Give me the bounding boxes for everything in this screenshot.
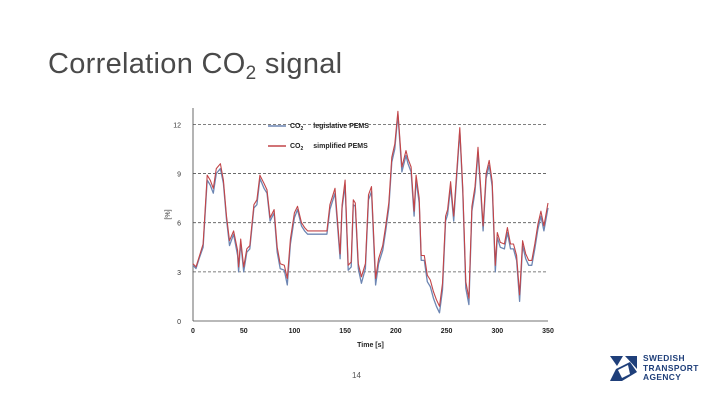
x-tick-label-350: 350 bbox=[542, 328, 554, 335]
series-line-2 bbox=[192, 110, 549, 307]
logo-line-2: TRANSPORT bbox=[643, 362, 699, 373]
page-number: 14 bbox=[352, 371, 361, 380]
title-main: Correlation CO bbox=[48, 48, 246, 80]
y-tick-label-9: 9 bbox=[177, 172, 181, 179]
y-tick-label-12: 12 bbox=[173, 122, 181, 129]
slide-title: Correlation CO2 signal bbox=[48, 48, 342, 85]
y-tick-label-3: 3 bbox=[177, 270, 181, 277]
logo-line-1: SWEDISH bbox=[643, 353, 685, 363]
x-axis-label: Time [s] bbox=[357, 342, 384, 349]
x-tick-label-300: 300 bbox=[491, 328, 503, 335]
x-tick-label-100: 100 bbox=[289, 328, 301, 335]
logo-line-3: AGENCY bbox=[643, 372, 682, 383]
x-tick-label-250: 250 bbox=[441, 328, 453, 335]
agency-logo-icon bbox=[610, 356, 637, 381]
logo-text: SWEDISH TRANSPORT AGENCY bbox=[643, 353, 699, 383]
y-tick-label-6: 6 bbox=[177, 221, 181, 228]
x-tick-label-0: 0 bbox=[191, 328, 195, 335]
legend-label-1: CO2 legislative PEMS bbox=[290, 123, 369, 132]
title-subscript: 2 bbox=[245, 63, 257, 84]
x-tick-label-50: 50 bbox=[240, 328, 248, 335]
x-tick-label-150: 150 bbox=[339, 328, 351, 335]
y-tick-label-0: 0 bbox=[177, 319, 181, 326]
swedish-transport-agency-logo: SWEDISH TRANSPORT AGENCY bbox=[608, 352, 718, 386]
legend-label-2: CO2 simplified PEMS bbox=[290, 143, 368, 152]
series-line-1 bbox=[192, 113, 549, 314]
x-tick-label-200: 200 bbox=[390, 328, 402, 335]
y-axis-label: [%] bbox=[165, 209, 172, 219]
title-tail: signal bbox=[256, 48, 343, 80]
